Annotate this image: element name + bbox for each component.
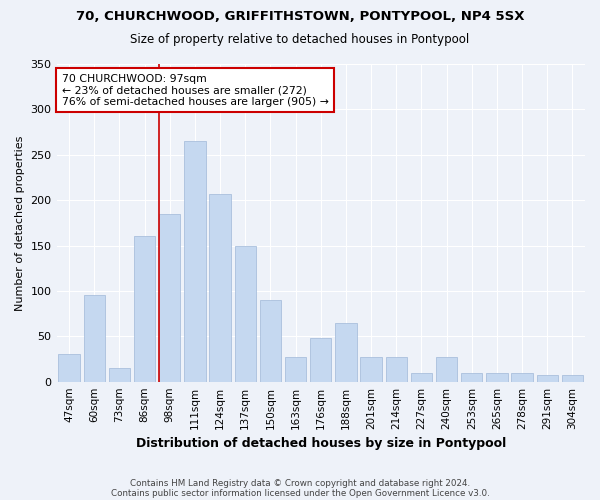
- Bar: [159, 214, 181, 382]
- Bar: [235, 246, 256, 382]
- Text: Size of property relative to detached houses in Pontypool: Size of property relative to detached ho…: [130, 32, 470, 46]
- Bar: [260, 300, 281, 382]
- Bar: [536, 376, 558, 382]
- Bar: [109, 368, 130, 382]
- Bar: [461, 372, 482, 382]
- Bar: [486, 372, 508, 382]
- Bar: [361, 357, 382, 382]
- Bar: [562, 376, 583, 382]
- Bar: [411, 372, 432, 382]
- Text: Contains public sector information licensed under the Open Government Licence v3: Contains public sector information licen…: [110, 488, 490, 498]
- Bar: [335, 322, 356, 382]
- Bar: [386, 357, 407, 382]
- Text: 70 CHURCHWOOD: 97sqm
← 23% of detached houses are smaller (272)
76% of semi-deta: 70 CHURCHWOOD: 97sqm ← 23% of detached h…: [62, 74, 329, 106]
- Bar: [134, 236, 155, 382]
- Bar: [58, 354, 80, 382]
- X-axis label: Distribution of detached houses by size in Pontypool: Distribution of detached houses by size …: [136, 437, 506, 450]
- Bar: [209, 194, 231, 382]
- Bar: [184, 141, 206, 382]
- Bar: [83, 296, 105, 382]
- Bar: [436, 357, 457, 382]
- Text: 70, CHURCHWOOD, GRIFFITHSTOWN, PONTYPOOL, NP4 5SX: 70, CHURCHWOOD, GRIFFITHSTOWN, PONTYPOOL…: [76, 10, 524, 23]
- Bar: [310, 338, 331, 382]
- Y-axis label: Number of detached properties: Number of detached properties: [15, 135, 25, 310]
- Bar: [285, 357, 307, 382]
- Text: Contains HM Land Registry data © Crown copyright and database right 2024.: Contains HM Land Registry data © Crown c…: [130, 478, 470, 488]
- Bar: [511, 372, 533, 382]
